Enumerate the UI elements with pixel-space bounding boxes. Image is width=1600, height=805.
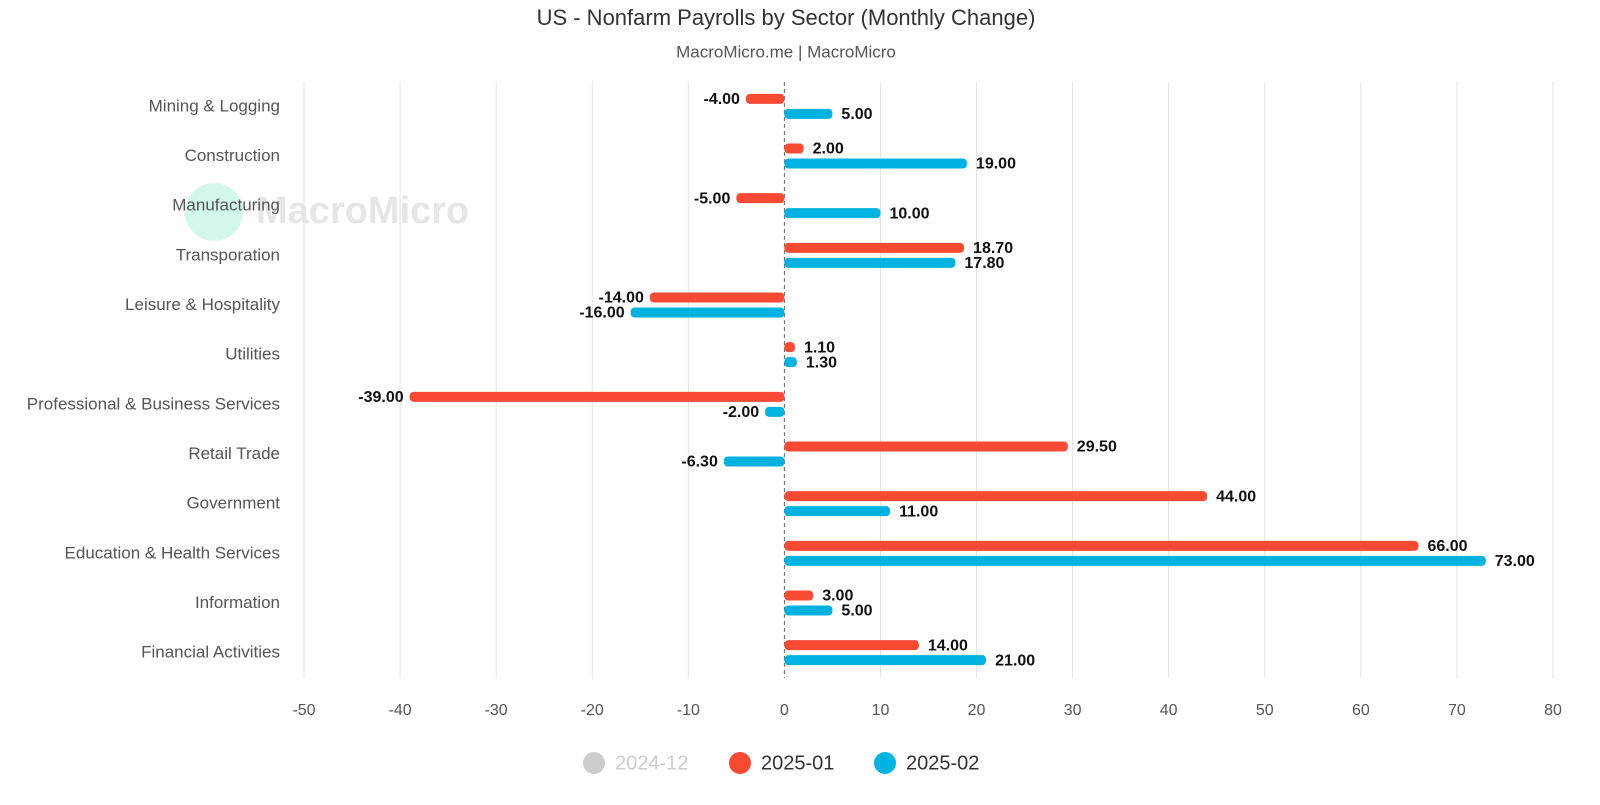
legend-marker: [729, 752, 751, 774]
x-tick-label: 80: [1544, 702, 1562, 719]
bar: [784, 605, 833, 616]
bar: [784, 655, 987, 666]
legend-label: 2025-01: [761, 752, 834, 774]
bar: [723, 456, 785, 467]
data-label: -16.00: [579, 305, 624, 322]
y-tick-label: Information: [195, 593, 280, 612]
bar: [784, 491, 1208, 502]
x-tick-label: 50: [1256, 702, 1274, 719]
x-tick-label: 0: [780, 702, 789, 719]
bar: [765, 406, 785, 417]
bar: [784, 143, 804, 154]
watermark-logo: [185, 183, 243, 241]
bar: [784, 640, 919, 651]
data-label: -2.00: [723, 404, 760, 421]
data-label: 44.00: [1216, 488, 1256, 505]
bar: [745, 93, 785, 104]
x-tick-label: -50: [292, 702, 315, 719]
y-tick-label: Utilities: [225, 345, 280, 364]
x-tick-label: -20: [581, 702, 604, 719]
bar: [784, 555, 1486, 566]
x-tick-label: -10: [677, 702, 700, 719]
x-tick-label: 70: [1448, 702, 1466, 719]
bar: [736, 193, 785, 204]
data-label: -14.00: [599, 290, 644, 307]
y-tick-label: Government: [186, 494, 280, 513]
x-tick-label: 40: [1160, 702, 1178, 719]
bar: [784, 208, 881, 219]
y-tick-label: Financial Activities: [141, 643, 280, 662]
bar: [784, 540, 1419, 551]
bar: [409, 391, 785, 402]
y-tick-label: Manufacturing: [172, 196, 280, 215]
data-label: -39.00: [358, 389, 403, 406]
legend-label: 2025-02: [906, 752, 979, 774]
bar: [784, 108, 833, 119]
y-tick-label: Transporation: [176, 245, 280, 264]
x-tick-label: -30: [485, 702, 508, 719]
y-tick-label: Leisure & Hospitality: [125, 295, 280, 314]
data-label: 21.00: [995, 652, 1035, 669]
bar: [784, 242, 965, 253]
bar: [784, 590, 814, 601]
data-label: -5.00: [694, 190, 731, 207]
data-label: -4.00: [703, 91, 740, 108]
x-tick-label: 10: [872, 702, 890, 719]
data-label: 5.00: [841, 106, 872, 123]
data-label: 11.00: [899, 503, 938, 520]
bar: [784, 506, 891, 517]
data-label: 19.00: [976, 156, 1016, 173]
y-tick-label: Professional & Business Services: [27, 394, 280, 413]
bar: [784, 441, 1068, 452]
data-label: 10.00: [889, 205, 929, 222]
data-label: 66.00: [1427, 538, 1467, 555]
chart-title: US - Nonfarm Payrolls by Sector (Monthly…: [537, 5, 1036, 30]
y-tick-label: Retail Trade: [188, 444, 280, 463]
bar: [630, 307, 785, 318]
bar: [784, 342, 795, 353]
legend-label: 2024-12: [615, 752, 688, 774]
x-tick-label: -40: [389, 702, 412, 719]
y-tick-label: Mining & Logging: [149, 96, 280, 115]
data-label: -6.30: [681, 454, 718, 471]
bar: [649, 292, 785, 303]
data-label: 5.00: [841, 603, 872, 620]
data-label: 29.50: [1077, 439, 1117, 456]
bar: [784, 357, 797, 368]
y-tick-label: Construction: [185, 146, 280, 165]
y-tick-label: Education & Health Services: [65, 543, 280, 562]
x-tick-label: 60: [1352, 702, 1370, 719]
chart-subtitle: MacroMicro.me | MacroMicro: [676, 42, 896, 61]
bar: [784, 257, 956, 268]
data-label: 1.30: [806, 354, 837, 371]
data-label: 17.80: [964, 255, 1004, 272]
data-label: 1.10: [804, 339, 835, 356]
data-label: 14.00: [928, 637, 968, 654]
watermark: MacroMicro: [256, 190, 469, 232]
x-tick-label: 30: [1064, 702, 1082, 719]
data-label: 3.00: [822, 588, 853, 605]
data-label: 18.70: [973, 240, 1013, 257]
data-label: 73.00: [1495, 553, 1535, 570]
x-tick-label: 20: [968, 702, 986, 719]
legend-marker: [583, 752, 605, 774]
bar: [784, 158, 967, 169]
legend-marker: [874, 752, 896, 774]
data-label: 2.00: [813, 141, 844, 158]
